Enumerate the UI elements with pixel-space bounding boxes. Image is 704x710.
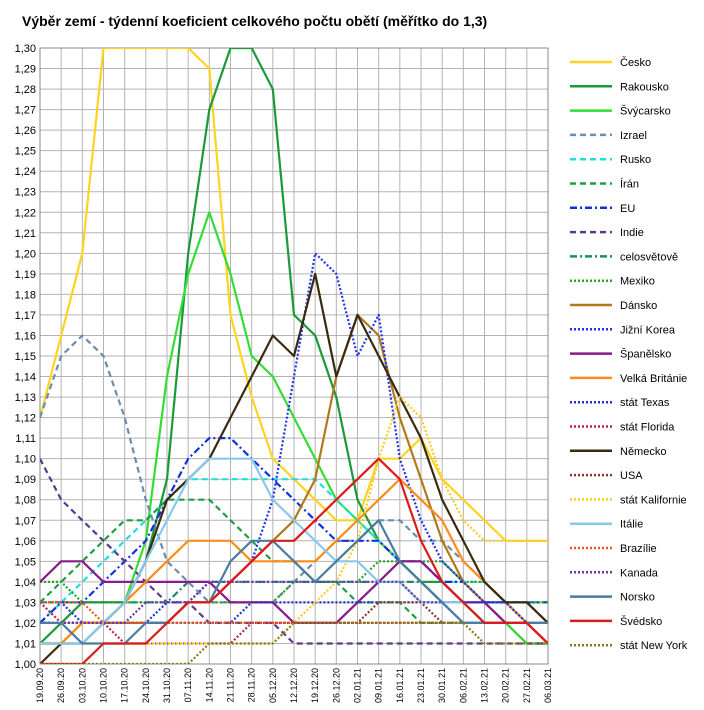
y-tick-label: 1,03 bbox=[15, 597, 36, 609]
y-tick-label: 1,08 bbox=[15, 495, 36, 507]
x-tick-label: 23.01.21 bbox=[416, 668, 426, 703]
legend-label: Velká Británie bbox=[620, 373, 687, 385]
x-tick-label: 06.02.21 bbox=[458, 668, 468, 703]
x-tick-label: 19.12.20 bbox=[310, 668, 320, 703]
y-tick-label: 1,15 bbox=[15, 351, 36, 363]
y-tick-label: 1,28 bbox=[15, 84, 36, 96]
x-tick-label: 21.11.20 bbox=[226, 668, 236, 702]
legend-label: USA bbox=[620, 470, 643, 482]
y-tick-label: 1,11 bbox=[15, 433, 36, 445]
x-tick-label: 26.12.20 bbox=[331, 668, 341, 703]
legend-label: Rakousko bbox=[620, 81, 669, 93]
legend-label: Švýcarsko bbox=[620, 105, 671, 118]
legend-label: Švédsko bbox=[620, 615, 662, 628]
y-tick-label: 1,09 bbox=[15, 474, 36, 486]
x-tick-label: 03.10.20 bbox=[77, 668, 87, 703]
y-tick-label: 1,14 bbox=[15, 372, 36, 384]
x-tick-label: 02.01.21 bbox=[353, 668, 363, 703]
plot-area bbox=[39, 47, 549, 665]
x-tick-label: 19.09.20 bbox=[35, 668, 45, 703]
y-tick-label: 1,26 bbox=[15, 125, 36, 137]
legend-label: Česko bbox=[620, 56, 651, 69]
legend-label: stát New York bbox=[620, 640, 688, 652]
x-tick-label: 14.11.20 bbox=[204, 668, 214, 702]
legend-label: stát Texas bbox=[620, 397, 670, 409]
x-tick-label: 12.12.20 bbox=[289, 668, 299, 703]
series-line bbox=[40, 458, 548, 645]
y-tick-label: 1,12 bbox=[15, 413, 36, 425]
y-tick-label: 1,10 bbox=[15, 454, 36, 466]
y-tick-label: 1,18 bbox=[15, 289, 36, 301]
legend-label: EU bbox=[620, 203, 635, 215]
y-tick-label: 1,30 bbox=[15, 43, 36, 55]
y-tick-label: 1,20 bbox=[15, 248, 36, 260]
y-tick-label: 1,17 bbox=[15, 310, 36, 322]
y-tick-label: 1,27 bbox=[15, 105, 36, 117]
legend-label: celosvětově bbox=[620, 251, 678, 263]
legend-label: Brazílie bbox=[620, 543, 657, 555]
x-axis: 19.09.20 26.09.20 03.10.20 10.10.20 17.10.20… bbox=[35, 668, 553, 703]
x-tick-label: 31.10.20 bbox=[162, 668, 172, 703]
legend-label: Mexiko bbox=[620, 276, 655, 288]
legend-label: Indie bbox=[620, 227, 644, 239]
x-tick-label: 26.09.20 bbox=[56, 668, 66, 703]
y-tick-label: 1,22 bbox=[15, 207, 36, 219]
y-tick-label: 1,04 bbox=[15, 577, 36, 589]
series-lines bbox=[40, 48, 548, 664]
chart-title: Výběr zemí - týdenní koeficient celkovéh… bbox=[22, 13, 487, 29]
y-axis: 1,00 1,01 1,02 1,03 1,04 1,05 1,06 1,07 1,08 1,09… bbox=[15, 43, 36, 671]
x-tick-label: 13.02.21 bbox=[480, 668, 490, 703]
legend-label: stát Kalifornie bbox=[620, 494, 687, 506]
x-tick-label: 05.12.20 bbox=[268, 668, 278, 703]
y-tick-label: 1,01 bbox=[15, 638, 36, 650]
series-line bbox=[40, 457, 548, 664]
x-tick-label: 24.10.20 bbox=[141, 668, 151, 703]
x-tick-label: 16.01.21 bbox=[395, 668, 405, 703]
y-tick-label: 1,02 bbox=[15, 618, 36, 630]
y-tick-label: 1,23 bbox=[15, 187, 36, 199]
legend-label: Izrael bbox=[620, 130, 647, 142]
legend-label: stát Florida bbox=[620, 422, 675, 434]
legend-label: Itálie bbox=[620, 519, 643, 531]
legend-label: Norsko bbox=[620, 592, 655, 604]
y-tick-label: 1,06 bbox=[15, 536, 36, 548]
y-tick-label: 1,16 bbox=[15, 330, 36, 342]
y-tick-label: 1,29 bbox=[15, 64, 36, 76]
legend-label: Německo bbox=[620, 446, 666, 458]
legend-label: Írán bbox=[620, 178, 639, 191]
legend: Česko Rakousko Švýcarsko Izrael Rusko Írán EU I… bbox=[570, 56, 688, 652]
y-tick-label: 1,21 bbox=[15, 228, 36, 240]
x-tick-label: 20.02.21 bbox=[501, 668, 511, 703]
x-tick-label: 09.01.21 bbox=[374, 668, 384, 703]
y-tick-label: 1,00 bbox=[15, 659, 36, 671]
y-tick-label: 1,25 bbox=[15, 146, 36, 158]
y-tick-label: 1,19 bbox=[15, 269, 36, 281]
x-tick-label: 30.01.21 bbox=[437, 668, 447, 703]
x-tick-label: 27.02.21 bbox=[522, 668, 532, 703]
x-tick-label: 10.10.20 bbox=[99, 668, 109, 703]
x-tick-label: 07.11.20 bbox=[183, 668, 193, 702]
legend-label: Dánsko bbox=[620, 300, 657, 312]
legend-label: Jižní Korea bbox=[620, 324, 676, 336]
legend-label: Rusko bbox=[620, 154, 651, 166]
y-tick-label: 1,07 bbox=[15, 515, 36, 527]
x-tick-label: 17.10.20 bbox=[120, 668, 130, 703]
x-tick-label: 28.11.20 bbox=[247, 668, 257, 702]
legend-label: Španělsko bbox=[620, 348, 671, 361]
y-tick-label: 1,05 bbox=[15, 556, 36, 568]
y-tick-label: 1,24 bbox=[15, 166, 36, 178]
x-tick-label: 06.03.21 bbox=[543, 668, 553, 703]
y-tick-label: 1,13 bbox=[15, 392, 36, 404]
legend-label: Kanada bbox=[620, 567, 659, 579]
